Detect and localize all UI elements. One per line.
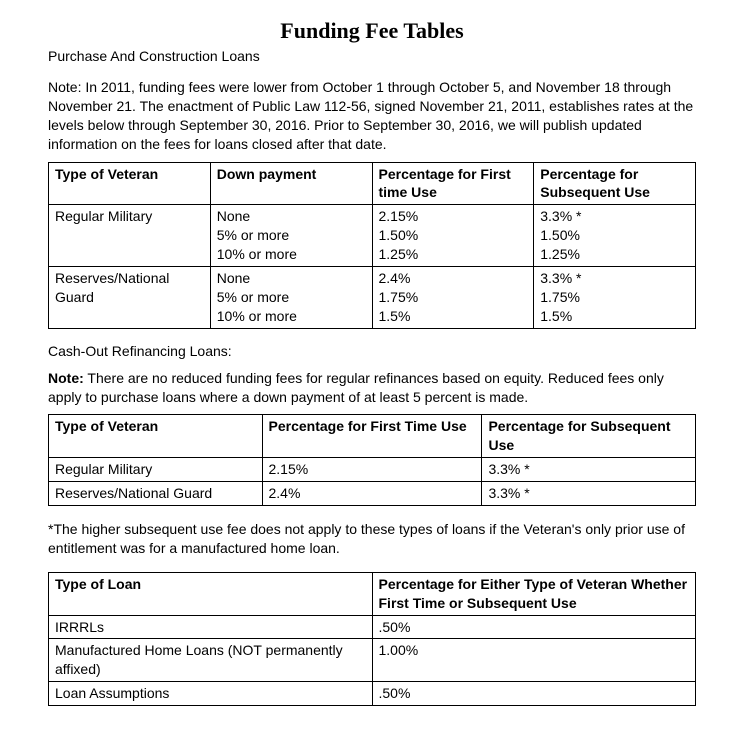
cell-first: 2.4% 1.75% 1.5% — [372, 267, 534, 329]
table-row: Type of Loan Percentage for Either Type … — [49, 572, 696, 615]
cell-pct: .50% — [372, 615, 696, 639]
col-header: Percentage for Either Type of Veteran Wh… — [372, 572, 696, 615]
section1-note: Note: In 2011, funding fees were lower f… — [48, 78, 696, 154]
table-row: Reserves/National Guard None 5% or more … — [49, 267, 696, 329]
cell-sub: 3.3% * — [482, 458, 696, 482]
section2-heading: Cash-Out Refinancing Loans: — [48, 343, 696, 359]
col-header: Percentage for Subsequent Use — [534, 162, 696, 205]
cell-sub: 3.3% * 1.50% 1.25% — [534, 205, 696, 267]
footnote: *The higher subsequent use fee does not … — [48, 520, 696, 558]
cell-sub: 3.3% * 1.75% 1.5% — [534, 267, 696, 329]
section2-note: Note: There are no reduced funding fees … — [48, 369, 696, 407]
cell-first: 2.15% — [262, 458, 482, 482]
col-header: Percentage for First Time Use — [262, 415, 482, 458]
table-purchase-construction: Type of Veteran Down payment Percentage … — [48, 162, 696, 329]
table-cashout-refi: Type of Veteran Percentage for First Tim… — [48, 414, 696, 506]
cell-first: 2.4% — [262, 482, 482, 506]
cell-type: Reserves/National Guard — [49, 267, 211, 329]
cell-down: None 5% or more 10% or more — [210, 267, 372, 329]
col-header: Percentage for First time Use — [372, 162, 534, 205]
table-other-loans: Type of Loan Percentage for Either Type … — [48, 572, 696, 706]
cell-type: Regular Military — [49, 205, 211, 267]
cell-loan: IRRRLs — [49, 615, 373, 639]
cell-pct: .50% — [372, 682, 696, 706]
table-row: Loan Assumptions .50% — [49, 682, 696, 706]
table-row: Manufactured Home Loans (NOT permanently… — [49, 639, 696, 682]
col-header: Percentage for Subsequent Use — [482, 415, 696, 458]
cell-pct: 1.00% — [372, 639, 696, 682]
table-row: Type of Veteran Percentage for First Tim… — [49, 415, 696, 458]
page-title: Funding Fee Tables — [48, 18, 696, 44]
page-container: Funding Fee Tables Purchase And Construc… — [0, 0, 744, 736]
cell-sub: 3.3% * — [482, 482, 696, 506]
cell-type: Regular Military — [49, 458, 263, 482]
cell-type: Reserves/National Guard — [49, 482, 263, 506]
table-row: Type of Veteran Down payment Percentage … — [49, 162, 696, 205]
table-row: Regular Military None 5% or more 10% or … — [49, 205, 696, 267]
note-body: There are no reduced funding fees for re… — [48, 370, 664, 405]
col-header: Type of Veteran — [49, 415, 263, 458]
note-label: Note: — [48, 370, 84, 386]
cell-first: 2.15% 1.50% 1.25% — [372, 205, 534, 267]
table-row: Reserves/National Guard 2.4% 3.3% * — [49, 482, 696, 506]
col-header: Type of Loan — [49, 572, 373, 615]
cell-loan: Manufactured Home Loans (NOT permanently… — [49, 639, 373, 682]
cell-loan: Loan Assumptions — [49, 682, 373, 706]
cell-down: None 5% or more 10% or more — [210, 205, 372, 267]
table-row: IRRRLs .50% — [49, 615, 696, 639]
table-row: Regular Military 2.15% 3.3% * — [49, 458, 696, 482]
col-header: Type of Veteran — [49, 162, 211, 205]
col-header: Down payment — [210, 162, 372, 205]
section1-heading: Purchase And Construction Loans — [48, 48, 696, 64]
